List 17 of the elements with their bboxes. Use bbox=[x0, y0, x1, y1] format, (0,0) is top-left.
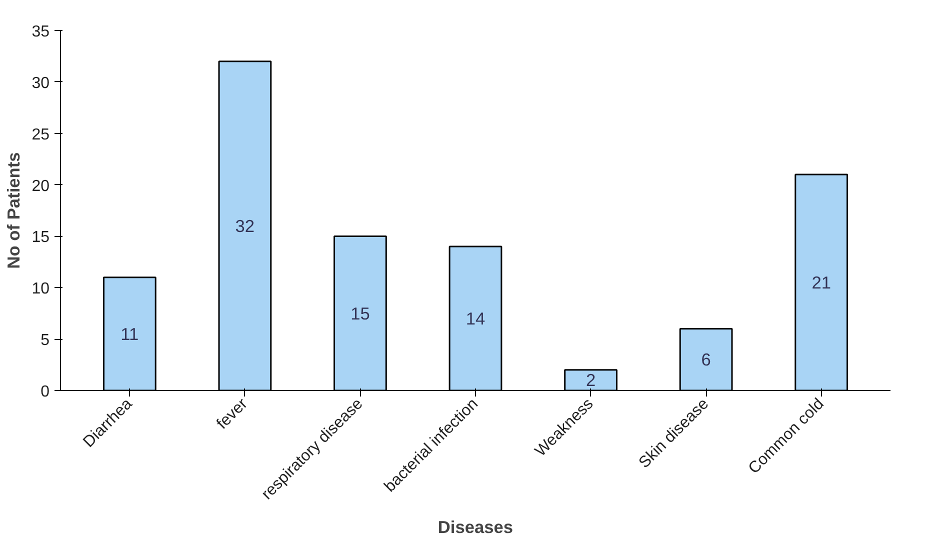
y-axis-title: No of Patients bbox=[4, 152, 24, 269]
data-label: 14 bbox=[466, 308, 486, 328]
y-tick-label: 10 bbox=[32, 280, 50, 298]
data-label: 6 bbox=[701, 350, 711, 370]
x-axis-title: Diseases bbox=[438, 517, 514, 538]
y-tick-label: 30 bbox=[32, 74, 50, 92]
y-tick-label: 5 bbox=[40, 332, 50, 350]
data-label: 21 bbox=[812, 272, 831, 292]
data-label: 11 bbox=[120, 324, 139, 344]
y-tick-label: 20 bbox=[32, 178, 50, 195]
y-tick-label: 15 bbox=[32, 229, 50, 246]
y-tick-label: 25 bbox=[32, 126, 50, 144]
data-label: 15 bbox=[350, 303, 370, 324]
data-label: 2 bbox=[586, 370, 596, 390]
y-tick-label: 0 bbox=[40, 384, 50, 400]
data-label: 32 bbox=[235, 216, 255, 236]
y-tick-label: 35 bbox=[32, 24, 50, 40]
